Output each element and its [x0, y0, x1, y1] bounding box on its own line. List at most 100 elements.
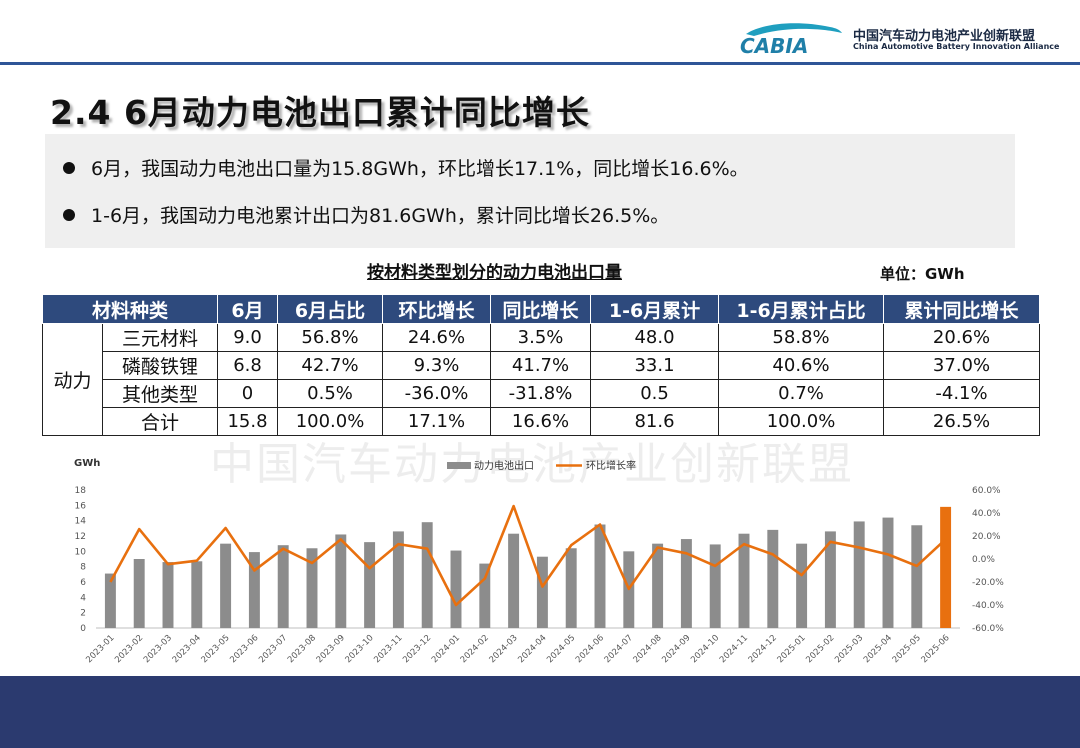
bar-export-2025-02 [824, 531, 836, 628]
table-cell: 41.7% [490, 351, 592, 380]
x-tick-label: 2025-04 [862, 633, 894, 665]
bar-export-2023-12 [421, 522, 433, 628]
table-cell: 81.6 [590, 407, 720, 436]
y-tick-label: 16 [75, 501, 87, 511]
summary-box: 6月，我国动力电池出口量为15.8GWh，环比增长17.1%，同比增长16.6%… [45, 134, 1015, 248]
org-name-en: China Automotive Battery Innovation Alli… [853, 42, 1060, 51]
bar-export-2025-01 [796, 543, 808, 628]
y2-tick-label: -60.0% [972, 624, 1004, 634]
x-tick-label: 2024-10 [689, 633, 721, 665]
table-header-cell: 6月占比 [277, 294, 384, 324]
bar-export-2024-06 [594, 524, 606, 628]
table-title: 按材料类型划分的动力电池出口量 [367, 263, 622, 283]
x-tick-label: 2023-06 [228, 633, 260, 665]
table-cell: 16.6% [490, 407, 592, 436]
bar-export-2023-01 [104, 573, 116, 628]
y2-tick-label: 40.0% [972, 509, 1001, 519]
y-tick-label: 6 [80, 578, 86, 588]
table-row: 合计 15.8 100.0% 17.1% 16.6% 81.6 100.0% 2… [43, 407, 1041, 436]
table-cell: 15.8 [217, 407, 279, 436]
table-cell: 40.6% [718, 351, 885, 380]
bar-export-2023-11 [392, 531, 404, 628]
bar-export-2024-01 [450, 550, 462, 628]
bar-export-2024-08 [652, 543, 664, 628]
bar-export-2023-02 [133, 559, 145, 628]
line-mom-growth [109, 504, 947, 607]
x-tick-label: 2024-07 [603, 633, 635, 665]
table-cell: 24.6% [382, 323, 492, 352]
x-tick-label: 2025-01 [776, 633, 808, 665]
export-by-material-table: 材料种类 6月 6月占比 环比增长 同比增长 1-6月累计 1-6月累计占比 累… [41, 294, 1041, 436]
bar-export-2023-08 [306, 548, 318, 628]
x-tick-label: 2023-05 [200, 633, 232, 665]
bar-export-2023-05 [220, 543, 232, 628]
car-logo-icon: CABIA [740, 23, 842, 56]
bullet-dot-icon [63, 161, 75, 174]
table-cell: 9.3% [382, 351, 492, 380]
table-row: 其他类型 0 0.5% -36.0% -31.8% 0.5 0.7% -4.1% [43, 379, 1041, 408]
summary-bullet-2: 1-6月，我国动力电池累计出口为81.6GWh，累计同比增长26.5%。 [63, 201, 669, 228]
table-cell: 其他类型 [101, 379, 219, 408]
bar-export-2025-03 [853, 521, 865, 628]
table-cell: 48.0 [590, 323, 720, 352]
table-cell: 58.8% [718, 323, 885, 352]
y-tick-label: 10 [75, 547, 87, 557]
x-tick-label: 2023-02 [113, 633, 145, 665]
bullet-dot-icon [63, 208, 75, 221]
x-tick-label: 2024-04 [516, 633, 548, 665]
bar-export-2023-04 [191, 561, 203, 628]
table-unit: 单位：GWh [880, 265, 965, 283]
x-tick-label: 2023-04 [171, 633, 203, 665]
table-cell: 9.0 [217, 323, 279, 352]
page-title: 2.4 6月动力电池出口累计同比增长 [50, 93, 590, 132]
legend-label-export: 动力电池出口 [474, 459, 534, 472]
table-cell: -31.8% [490, 379, 592, 408]
summary-text-1: 6月，我国动力电池出口量为15.8GWh，环比增长17.1%，同比增长16.6%… [91, 158, 749, 180]
logo-text: CABIA [740, 34, 808, 56]
y-tick-label: 0 [80, 624, 86, 634]
table-cell: 56.8% [277, 323, 384, 352]
alliance-logo: CABIA 中国汽车动力电池产业创新联盟 China Automotive Ba… [738, 20, 1060, 60]
y2-tick-label: 20.0% [972, 532, 1001, 542]
x-tick-label: 2023-09 [315, 633, 347, 665]
summary-text-2: 1-6月，我国动力电池累计出口为81.6GWh，累计同比增长26.5%。 [91, 205, 670, 227]
header-divider [0, 62, 1080, 65]
table-cell: 0.7% [718, 379, 885, 408]
table-cell: 0.5 [590, 379, 720, 408]
export-trend-chart: GWh 0 2 4 6 8 10 12 14 16 18 -60.0% -40.0% -20.0% 0.0%… [74, 458, 1004, 665]
table-header-cell: 6月 [217, 294, 279, 324]
x-tick-label: 2023-12 [401, 633, 433, 665]
table-cell: 100.0% [277, 407, 384, 436]
y2-tick-label: -40.0% [972, 601, 1004, 611]
table-cell: 42.7% [277, 351, 384, 380]
x-tick-label: 2024-05 [545, 633, 577, 665]
table-cell: 0 [217, 379, 279, 408]
x-tick-label: 2023-08 [286, 633, 318, 665]
y-tick-label: 18 [75, 486, 87, 496]
table-cell: 26.5% [883, 407, 1041, 436]
bar-export-2023-07 [277, 545, 289, 628]
x-tick-label: 2024-06 [574, 633, 606, 665]
y-tick-label: 14 [75, 517, 87, 527]
y-tick-label: 12 [75, 532, 86, 542]
x-tick-label: 2024-03 [488, 633, 520, 665]
y-tick-label: 8 [80, 563, 86, 573]
y-tick-label: 2 [80, 609, 86, 619]
table-cell: 3.5% [490, 323, 592, 352]
table-cell: 17.1% [382, 407, 492, 436]
x-tick-label: 2023-01 [84, 633, 116, 665]
table-cell: -36.0% [382, 379, 492, 408]
x-tick-label: 2023-10 [344, 633, 376, 665]
summary-bullet-1: 6月，我国动力电池出口量为15.8GWh，环比增长17.1%，同比增长16.6%… [63, 154, 749, 181]
x-tick-label: 2025-06 [920, 633, 952, 665]
y-axis-label: GWh [74, 458, 100, 469]
x-tick-label: 2023-03 [142, 633, 174, 665]
table-cell: 100.0% [718, 407, 885, 436]
footer-band [0, 676, 1080, 748]
x-tick-label: 2024-08 [632, 633, 664, 665]
group-label-cell: 动力 [42, 323, 103, 436]
table-header-cell: 材料种类 [41, 294, 219, 324]
table-header-cell: 环比增长 [382, 294, 492, 324]
table-cell: 三元材料 [101, 323, 219, 352]
x-tick-label: 2024-11 [718, 633, 750, 665]
